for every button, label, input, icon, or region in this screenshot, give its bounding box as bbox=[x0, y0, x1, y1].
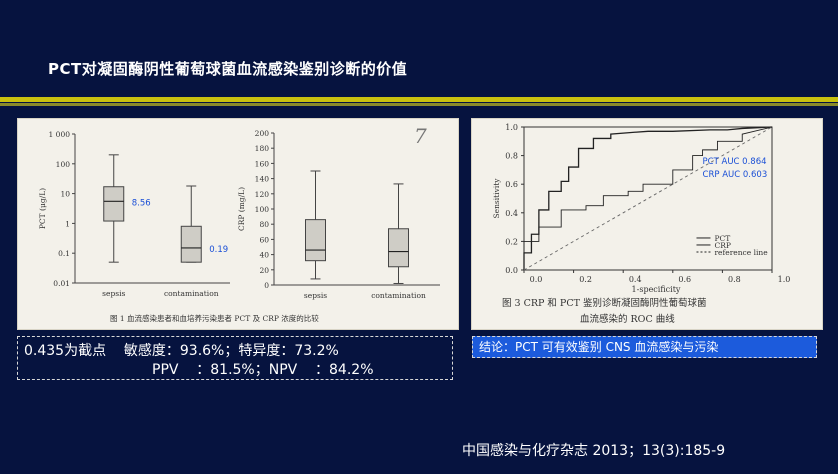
box-iqr bbox=[180, 225, 202, 263]
y-tick-label: 80 bbox=[259, 220, 269, 229]
y-tick-label: 1.0 bbox=[505, 123, 518, 132]
x-tick-label: 0.0 bbox=[530, 275, 543, 284]
stats-line-1: 0.435为截点 敏感度：93.6%；特异度：73.2% bbox=[24, 343, 339, 359]
y-tick-label: 0.8 bbox=[505, 152, 518, 161]
y-tick-label: 60 bbox=[259, 235, 269, 244]
title-rule-shadow bbox=[0, 103, 838, 106]
pct-boxplot: 0.01 0.1 1 10 100 1 000 PCT (μg/L) 8.56 sepsis 0.… bbox=[38, 130, 230, 298]
y-tick-label: 120 bbox=[255, 190, 270, 199]
y-tick-label: 0.1 bbox=[58, 249, 70, 258]
y-axis-label: Sensitivity bbox=[492, 178, 501, 219]
auc-annotation: CRP AUC 0.603 bbox=[703, 170, 768, 180]
stats-line-2: PPV ：81.5%；NPV ：84.2% bbox=[152, 362, 374, 378]
y-tick-label: 140 bbox=[255, 175, 270, 184]
roc-plot: 0.0 0.2 0.4 0.6 0.8 1.0 0.0 0.2 0.4 0.6 0.8 1.0 1-sp… bbox=[492, 123, 790, 294]
y-tick-label: 100 bbox=[255, 205, 270, 214]
y-tick-label: 20 bbox=[259, 266, 269, 275]
x-axis-label: 1-specificity bbox=[632, 285, 681, 294]
box-iqr bbox=[388, 228, 409, 268]
roc-series-crp bbox=[523, 126, 773, 270]
boxplot-figure: 0.01 0.1 1 10 100 1 000 PCT (μg/L) 8.56 sepsis 0.… bbox=[17, 118, 459, 330]
y-tick-label: 180 bbox=[255, 144, 270, 153]
x-category-label: contamination bbox=[164, 289, 219, 298]
legend-label: CRP bbox=[714, 241, 730, 250]
y-tick-label: 0.4 bbox=[505, 209, 518, 218]
box-iqr bbox=[305, 219, 326, 262]
y-axis-label: CRP (mg/L) bbox=[237, 187, 246, 231]
x-tick-label: 0.6 bbox=[678, 275, 691, 284]
x-tick-label: 0.4 bbox=[629, 275, 642, 284]
slide-title: PCT对凝固酶阴性葡萄球菌血流感染鉴别诊断的价值 bbox=[48, 60, 408, 78]
roc-figure: 0.0 0.2 0.4 0.6 0.8 1.0 0.0 0.2 0.4 0.6 0.8 1.0 1-sp… bbox=[471, 118, 823, 330]
y-axis-label: PCT (μg/L) bbox=[38, 188, 47, 229]
roc-caption-line2: 血流感染的 ROC 曲线 bbox=[580, 313, 675, 325]
y-tick-label: 0.6 bbox=[505, 180, 518, 189]
y-tick-label: 0.01 bbox=[53, 279, 70, 288]
boxplot-svg: 0.01 0.1 1 10 100 1 000 PCT (μg/L) 8.56 sepsis 0.… bbox=[38, 124, 440, 323]
stats-box: 0.435为截点 敏感度：93.6%；特异度：73.2% PPV ：81.5%；… bbox=[17, 336, 453, 380]
x-category-label: sepsis bbox=[102, 289, 125, 298]
title-rule bbox=[0, 97, 838, 102]
y-tick-label: 40 bbox=[259, 251, 269, 260]
y-tick-label: 200 bbox=[255, 129, 270, 138]
y-tick-label: 1 000 bbox=[49, 130, 71, 139]
x-tick-label: 0.2 bbox=[579, 275, 592, 284]
y-tick-label: 160 bbox=[255, 159, 270, 168]
roc-svg: 0.0 0.2 0.4 0.6 0.8 1.0 0.0 0.2 0.4 0.6 0.8 1.0 1-sp… bbox=[492, 123, 790, 325]
x-category-label: sepsis bbox=[304, 291, 327, 300]
y-tick-label: 10 bbox=[60, 190, 70, 199]
roc-frame bbox=[523, 126, 773, 271]
x-category-label: contamination bbox=[371, 291, 426, 300]
x-tick-label: 0.8 bbox=[728, 275, 741, 284]
y-tick-label: 1 bbox=[65, 219, 70, 228]
x-tick-label: 1.0 bbox=[778, 275, 791, 284]
boxplot-caption: 图 1 血流感染患者和血培养污染患者 PCT 及 CRP 浓度的比较 bbox=[110, 313, 319, 323]
y-tick-label: 0.2 bbox=[505, 237, 518, 246]
y-tick-label: 100 bbox=[56, 160, 71, 169]
conclusion-box: 结论：PCT 可有效鉴别 CNS 血流感染与污染 bbox=[472, 336, 817, 358]
box-iqr bbox=[103, 186, 125, 222]
y-tick-label: 0.0 bbox=[505, 266, 518, 275]
legend-label: PCT bbox=[714, 234, 730, 243]
handwritten-mark: 7 bbox=[414, 124, 427, 148]
crp-boxplot: 0 20 40 60 80 100 120 140 160 180 200 CRP (mg/L) sep… bbox=[237, 129, 440, 300]
auc-annotation: PCT AUC 0.864 bbox=[703, 157, 767, 167]
citation: 中国感染与化疗杂志 2013；13(3):185-9 bbox=[462, 443, 726, 459]
legend-label: reference line bbox=[714, 248, 768, 257]
median-annotation: 8.56 bbox=[132, 198, 151, 208]
roc-caption-line1: 图 3 CRP 和 PCT 鉴别诊断凝固酶阴性葡萄球菌 bbox=[502, 297, 706, 309]
y-tick-label: 0 bbox=[264, 281, 269, 290]
median-annotation: 0.19 bbox=[209, 245, 228, 255]
